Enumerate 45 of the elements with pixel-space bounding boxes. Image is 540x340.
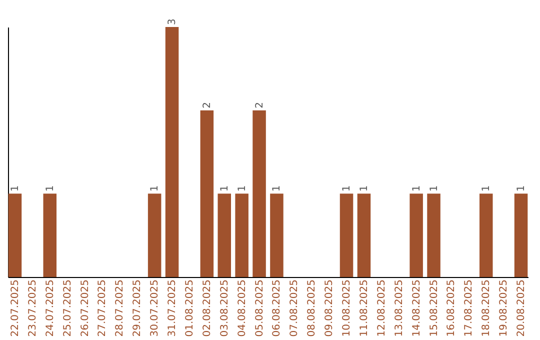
x-tick-label: 09.08.2025 xyxy=(324,280,336,337)
x-tick-label: 03.08.2025 xyxy=(219,280,230,337)
data-label: 1 xyxy=(150,185,161,192)
x-tick-label: 27.07.2025 xyxy=(97,280,108,337)
x-tick-label: 11.08.2025 xyxy=(358,280,370,337)
x-tick-label: 12.08.2025 xyxy=(376,280,388,337)
x-tick-label: 19.08.2025 xyxy=(498,280,510,337)
x-tick-label: 22.07.2025 xyxy=(10,280,21,337)
x-tick-label: 04.08.2025 xyxy=(236,280,248,337)
x-tick-label: 08.08.2025 xyxy=(306,280,318,337)
x-tick-label: 13.08.2025 xyxy=(394,280,405,337)
x-tick-label: 10.08.2025 xyxy=(342,280,353,337)
data-label: 1 xyxy=(44,185,56,192)
x-tick-label: 25.07.2025 xyxy=(62,280,74,337)
x-tick-label: 15.08.2025 xyxy=(428,280,440,337)
x-tick-label: 01.08.2025 xyxy=(184,280,196,337)
x-tick-label: 26.07.2025 xyxy=(80,280,91,337)
data-label: 1 xyxy=(236,185,248,192)
x-tick-label: 14.08.2025 xyxy=(411,280,422,337)
data-label: 2 xyxy=(254,102,266,108)
data-label: 1 xyxy=(411,185,422,192)
data-label: 1 xyxy=(358,185,370,192)
data-label: 3 xyxy=(167,18,178,25)
data-label: 1 xyxy=(10,185,21,192)
x-tick-label: 23.07.2025 xyxy=(27,280,38,337)
x-tick-label: 18.08.2025 xyxy=(481,280,492,337)
data-label: 1 xyxy=(272,185,283,192)
data-label: 2 xyxy=(202,102,213,108)
data-label: 1 xyxy=(481,185,492,192)
x-tick-label: 06.08.2025 xyxy=(272,280,283,337)
x-tick-label: 02.08.2025 xyxy=(202,280,213,337)
data-label: 1 xyxy=(342,185,353,192)
x-tick-label: 20.08.2025 xyxy=(516,280,528,337)
x-tick-label: 31.07.2025 xyxy=(167,280,178,337)
x-tick-label: 17.08.2025 xyxy=(464,280,475,337)
x-tick-label: 07.08.2025 xyxy=(289,280,300,337)
x-tick-label: 16.08.2025 xyxy=(446,280,458,337)
x-tick-label: 24.07.2025 xyxy=(44,280,56,337)
data-label: 1 xyxy=(428,185,440,192)
data-label: 1 xyxy=(516,185,528,192)
x-tick-label: 30.07.2025 xyxy=(150,280,161,337)
x-tick-label: 05.08.2025 xyxy=(254,280,266,337)
x-tick-label: 28.07.2025 xyxy=(114,280,126,337)
data-label: 1 xyxy=(219,185,230,192)
x-tick-label: 29.07.2025 xyxy=(132,280,144,337)
